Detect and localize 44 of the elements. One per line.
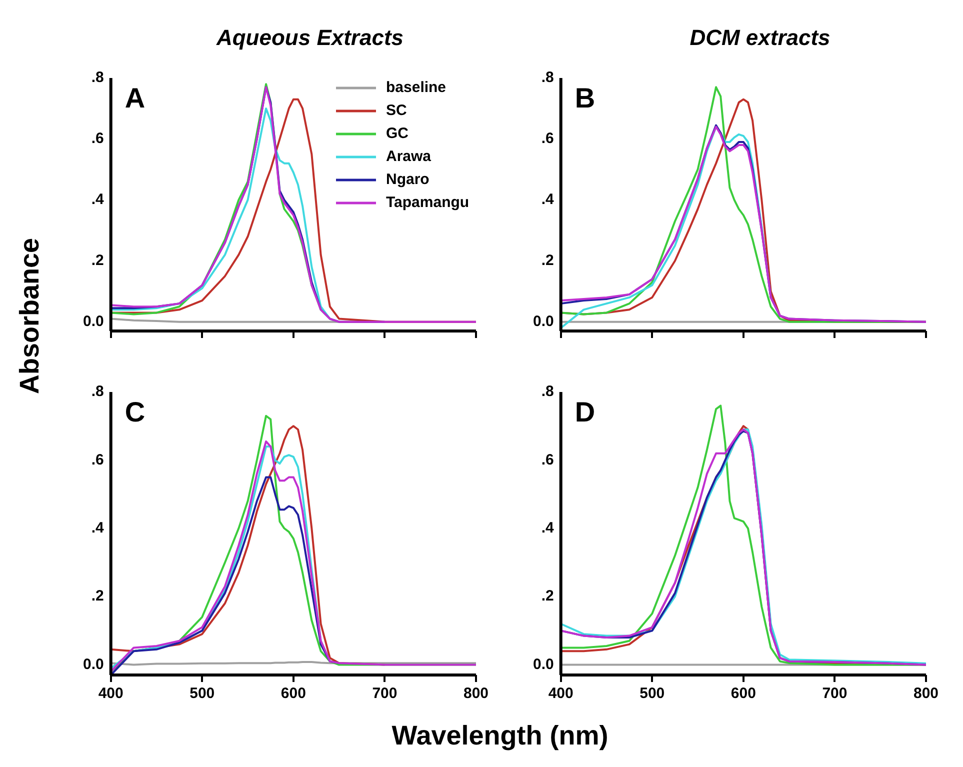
y-tick-label: .8: [91, 383, 104, 400]
x-tick-label: 500: [640, 685, 665, 702]
legend-label: SC: [386, 102, 408, 120]
legend-label: GC: [386, 125, 409, 142]
legend-label: baseline: [386, 79, 446, 96]
y-tick-label: .2: [91, 588, 104, 605]
legend-label: Ngaro: [386, 171, 430, 188]
y-tick-label: .4: [541, 520, 555, 537]
annotation: D: [574, 396, 596, 428]
legend-label: Tapamangu: [386, 194, 470, 212]
y-tick-label: .2: [541, 252, 554, 270]
x-tick-label: 500: [190, 685, 215, 702]
y-tick-label: .8: [541, 383, 554, 400]
y-tick-label: .6: [541, 451, 554, 468]
y-tick-label: .4: [91, 191, 105, 208]
x-tick-label: 600: [730, 685, 756, 702]
x-tick-label: 400: [548, 685, 574, 702]
annotation: A: [124, 82, 146, 114]
y-tick-label: .8: [91, 69, 104, 86]
y-tick-label: 0.0: [82, 312, 104, 330]
y-axis-title: Absorbance: [14, 238, 46, 394]
x-tick-label: 700: [372, 685, 398, 702]
y-tick-label: .6: [91, 130, 104, 148]
chart-title: DCM extracts: [690, 25, 830, 50]
y-tick-label: .2: [541, 588, 554, 605]
y-tick-label: .4: [91, 520, 105, 537]
annotation: C: [124, 396, 146, 428]
y-tick-label: .2: [91, 252, 104, 270]
legend-label: Arawa: [386, 148, 432, 166]
x-tick-label: 800: [913, 685, 939, 702]
x-tick-label: 600: [280, 685, 306, 702]
y-tick-label: 0.0: [82, 656, 104, 673]
annotation: B: [574, 82, 596, 114]
y-tick-label: .6: [541, 130, 554, 148]
x-axis-title: Wavelength (nm): [392, 720, 608, 752]
y-tick-label: 0.0: [532, 312, 554, 330]
chart-title: Aqueous Extracts: [216, 25, 404, 50]
x-tick-label: 400: [98, 685, 124, 702]
x-tick-label: 700: [822, 685, 848, 702]
y-tick-label: .4: [541, 191, 555, 208]
y-tick-label: 0.0: [532, 656, 554, 673]
y-tick-label: .8: [541, 69, 554, 86]
x-tick-label: 800: [463, 685, 489, 702]
y-tick-label: .6: [91, 451, 104, 468]
